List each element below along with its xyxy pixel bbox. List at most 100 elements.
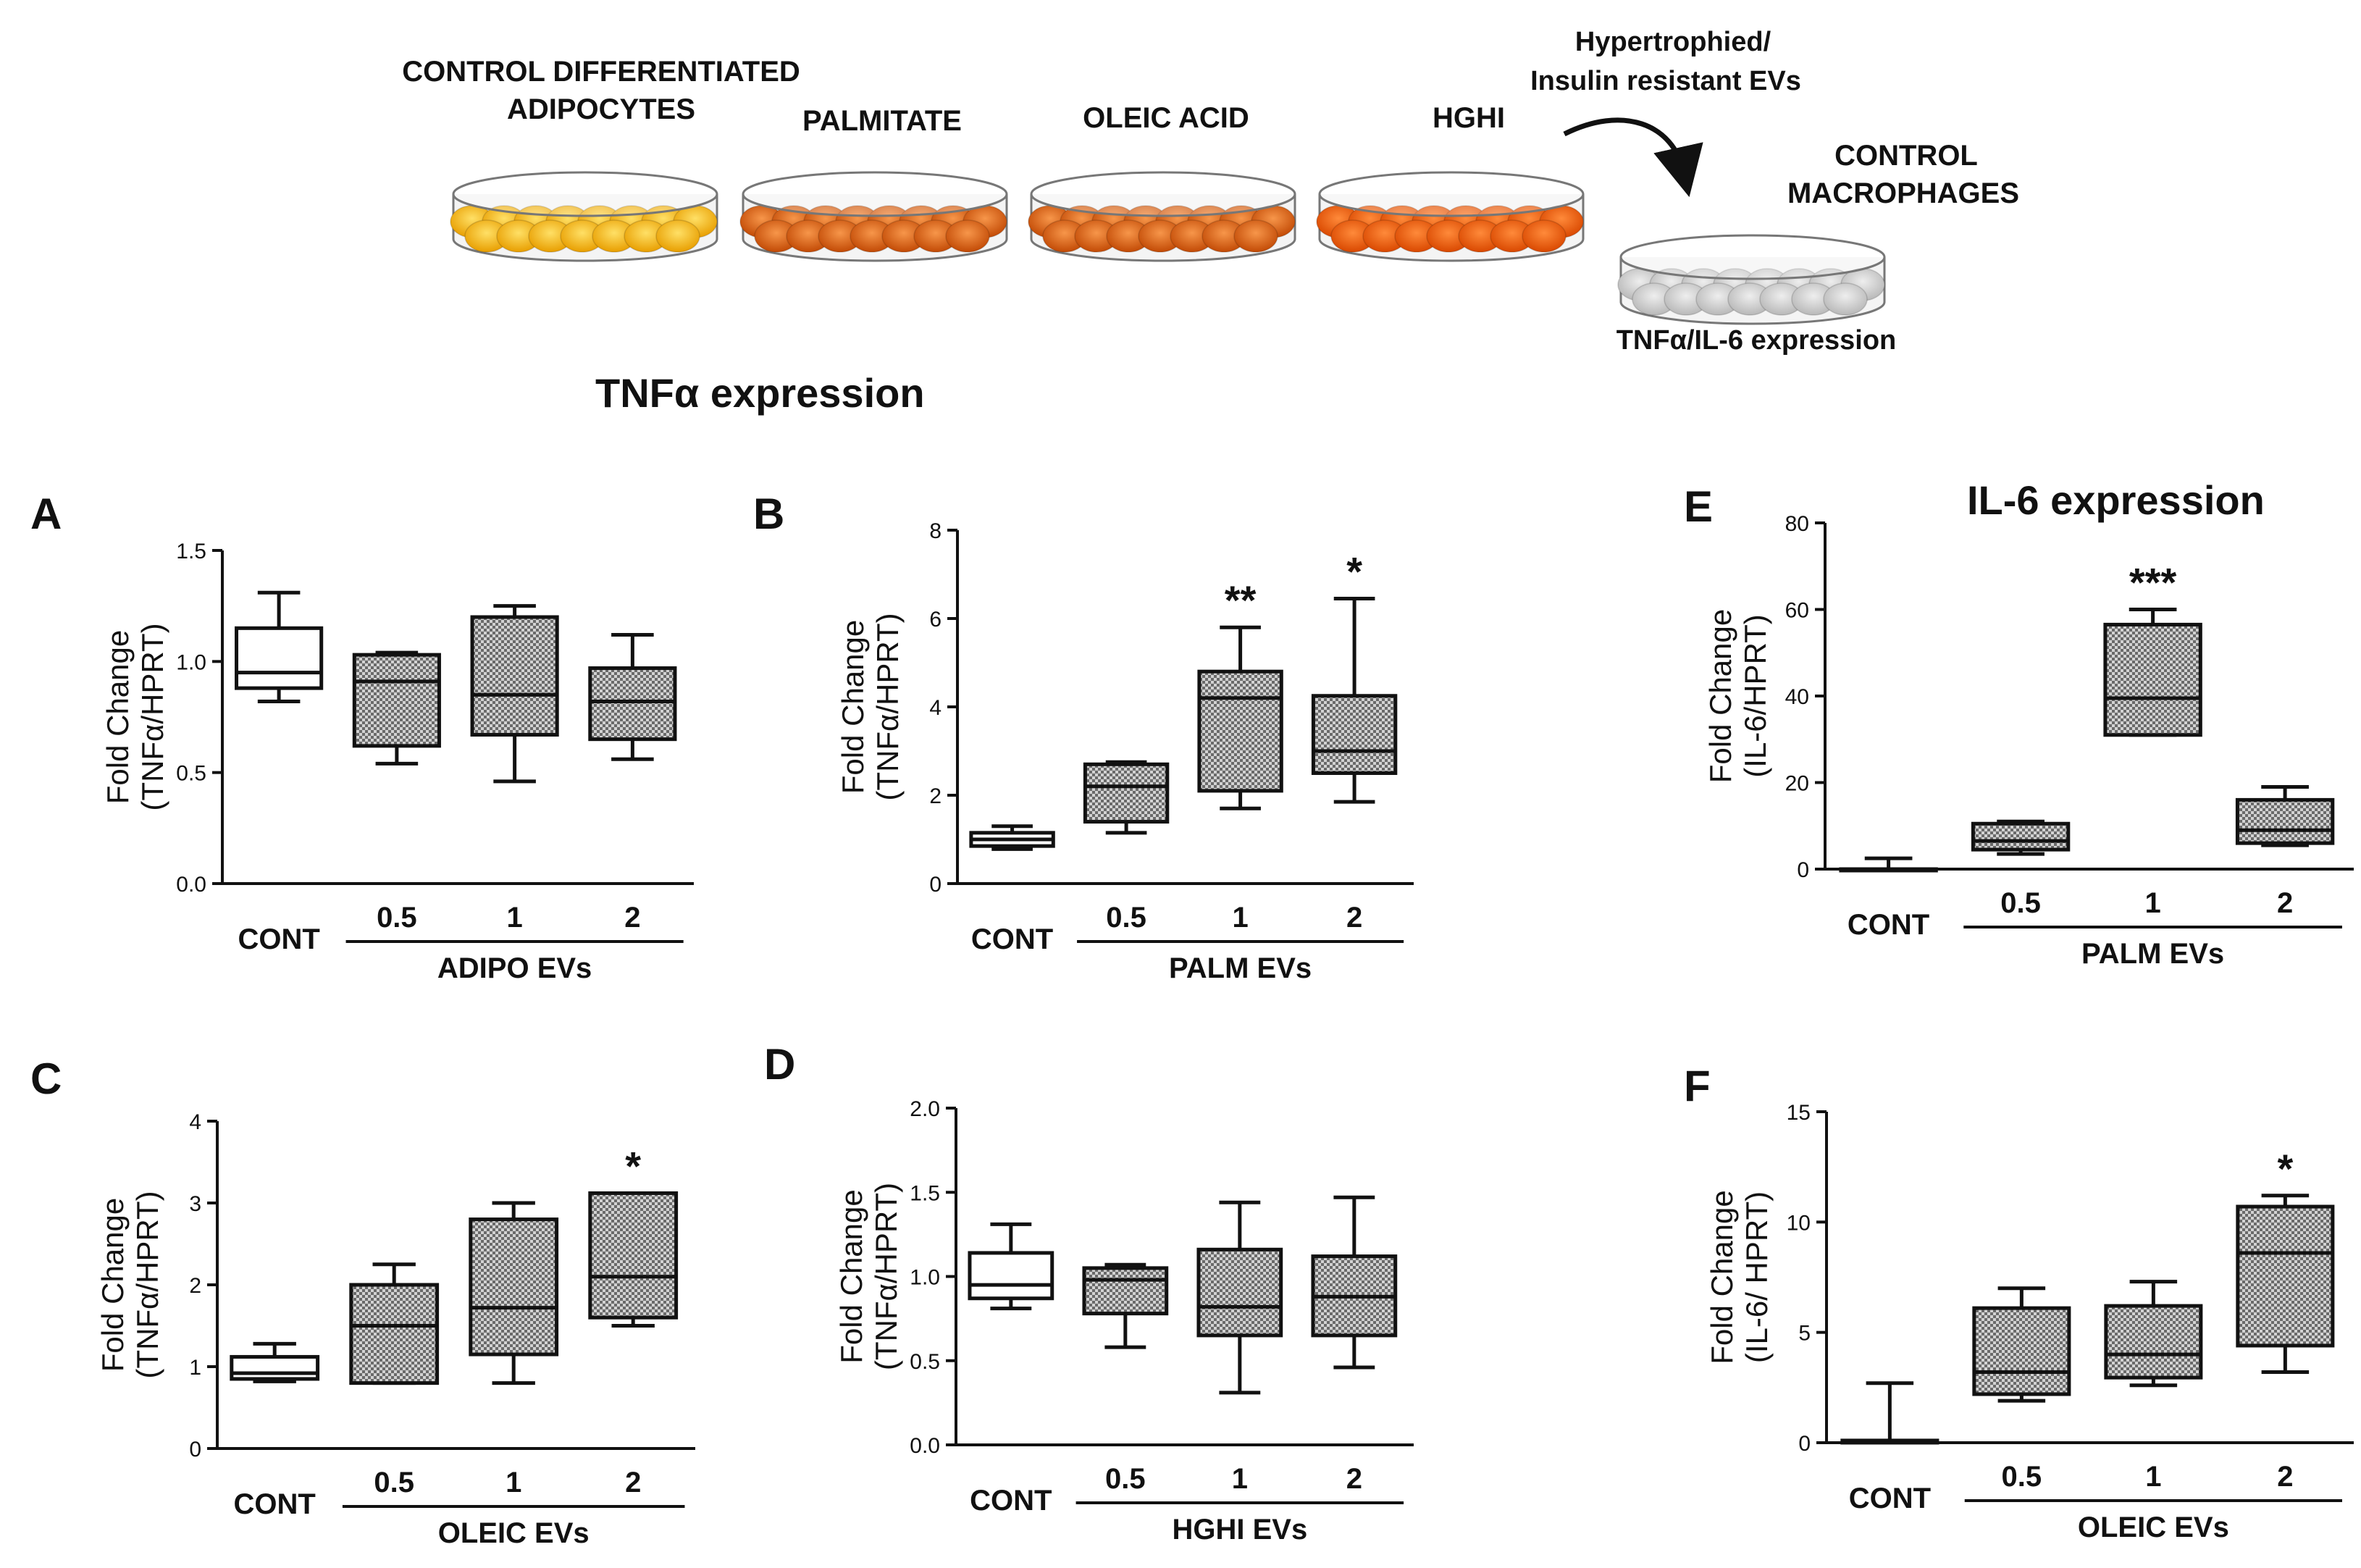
box-a-0.5 bbox=[352, 650, 441, 766]
panel-c: C 0 1 2 3 4 Fold Change (TNFα/HPRT) CONT 0.5 1 2 OLE… bbox=[30, 1055, 695, 1549]
y-tick-label: 0.5 bbox=[910, 1350, 940, 1374]
iqr-box bbox=[1196, 1247, 1283, 1338]
y-tick-label: 1.5 bbox=[910, 1181, 940, 1205]
panel-letter: F bbox=[1684, 1062, 1711, 1110]
panel-letter: E bbox=[1684, 482, 1713, 531]
box-e-cont bbox=[1839, 856, 1938, 873]
y-axis-label-line2: (IL-6/ HPRT) bbox=[1740, 1191, 1774, 1363]
oleic-acid-dish bbox=[1028, 171, 1296, 262]
y-tick-label: 15 bbox=[1787, 1101, 1811, 1125]
y-axis-label-line2: (TNFα/HPRT) bbox=[130, 1191, 164, 1378]
tnf-section-title: TNFα expression bbox=[595, 370, 925, 416]
y-tick-label: 3 bbox=[189, 1192, 201, 1216]
panel-letter: C bbox=[30, 1055, 62, 1103]
evs-label-line2: Insulin resistant EVs bbox=[1530, 66, 1801, 96]
category-label: 2 bbox=[624, 902, 640, 934]
y-axis-label-line1: Fold Change bbox=[1705, 1190, 1739, 1364]
box-c-1 bbox=[469, 1201, 559, 1385]
iqr-box bbox=[968, 1251, 1054, 1301]
oleic-label: OLEIC ACID bbox=[1083, 102, 1249, 134]
adipocytes-label-line1: CONTROL DIFFERENTIATED bbox=[402, 56, 800, 88]
panel-e: E 0 20 40 60 80 Fold Change (IL-6/HPRT) CONT 0.5 1… bbox=[1684, 482, 2354, 970]
y-tick-label: 0 bbox=[1797, 858, 1809, 882]
group-label: PALM EVs bbox=[1169, 952, 1312, 984]
y-tick-label: 60 bbox=[1785, 599, 1809, 623]
box-c-cont bbox=[230, 1341, 320, 1383]
y-axis-label-line1: Fold Change bbox=[101, 630, 135, 805]
y-tick-label: 2 bbox=[929, 784, 942, 808]
category-label: 2 bbox=[2277, 1461, 2293, 1493]
iqr-box bbox=[1082, 1266, 1169, 1316]
hghi-label: HGHI bbox=[1433, 102, 1505, 134]
category-label: CONT bbox=[970, 1485, 1052, 1517]
box-f-cont bbox=[1840, 1381, 1939, 1445]
group-label: ADIPO EVs bbox=[437, 952, 592, 984]
y-axis-label-line2: (TNFα/HPRT) bbox=[871, 613, 905, 800]
y-axis-label-line2: (TNFα/HPRT) bbox=[869, 1183, 903, 1370]
y-tick-label: 0.5 bbox=[176, 762, 206, 786]
significance-marker: ** bbox=[1225, 577, 1257, 623]
y-tick-label: 1.0 bbox=[176, 650, 206, 674]
category-label: 1 bbox=[506, 1467, 521, 1498]
panel-letter: B bbox=[753, 490, 784, 538]
group-label: PALM EVs bbox=[2081, 938, 2224, 970]
category-label: 2 bbox=[625, 1467, 641, 1498]
box-e-0.5 bbox=[1971, 819, 2071, 856]
category-label: CONT bbox=[1849, 1483, 1931, 1514]
box-e-2 bbox=[2235, 784, 2335, 847]
iqr-box bbox=[2235, 797, 2335, 845]
box-d-2 bbox=[1311, 1195, 1398, 1370]
y-tick-label: 1 bbox=[189, 1356, 201, 1380]
iqr-box bbox=[2103, 622, 2202, 737]
panel-b: B 0 2 4 6 8 Fold Change (TNFα/HPRT) CONT 0.5 1 2 PAL… bbox=[753, 490, 1414, 984]
category-label: 0.5 bbox=[374, 1467, 414, 1498]
y-tick-label: 0.0 bbox=[910, 1434, 940, 1458]
y-tick-label: 0 bbox=[929, 873, 942, 897]
hghi-dish bbox=[1316, 171, 1585, 262]
y-axis-label-line1: Fold Change bbox=[836, 620, 870, 795]
box-d-cont bbox=[968, 1222, 1054, 1311]
box-c-0.5 bbox=[349, 1262, 440, 1385]
iqr-box bbox=[1972, 1306, 2071, 1396]
category-label: 0.5 bbox=[2002, 1461, 2042, 1493]
panel-letter: D bbox=[764, 1040, 795, 1089]
iqr-box bbox=[1311, 694, 1398, 775]
category-label: 0.5 bbox=[1106, 902, 1146, 934]
y-tick-label: 6 bbox=[929, 608, 942, 632]
box-d-0.5 bbox=[1082, 1262, 1169, 1349]
control-adipocyte-dish bbox=[450, 171, 718, 262]
box-d-1 bbox=[1196, 1200, 1283, 1395]
iqr-box bbox=[1197, 669, 1283, 793]
iqr-box bbox=[230, 1354, 320, 1381]
y-axis-label-line1: Fold Change bbox=[96, 1198, 130, 1372]
category-label: CONT bbox=[971, 923, 1053, 955]
y-tick-label: 1.5 bbox=[176, 540, 206, 563]
iqr-box bbox=[470, 615, 559, 737]
group-label: OLEIC EVs bbox=[438, 1517, 590, 1549]
y-axis-label-line2: (IL-6/HPRT) bbox=[1738, 614, 1772, 778]
y-axis-label-line1: Fold Change bbox=[834, 1189, 868, 1364]
box-b-cont bbox=[969, 824, 1055, 851]
category-label: CONT bbox=[1848, 909, 1929, 941]
y-tick-label: 0 bbox=[1798, 1432, 1811, 1456]
panel-d: D 0.0 0.5 1.0 1.5 2.0 Fold Change (TNFα/HPRT) CO… bbox=[764, 1040, 1414, 1546]
box-a-2 bbox=[588, 633, 677, 761]
y-tick-label: 80 bbox=[1785, 512, 1809, 536]
iqr-box bbox=[1083, 762, 1170, 824]
il6-section-title: IL-6 expression bbox=[1967, 477, 2265, 523]
y-axis-label-line1: Fold Change bbox=[1703, 609, 1737, 784]
readout-label: TNFα/IL-6 expression bbox=[1616, 325, 1897, 356]
y-tick-label: 40 bbox=[1785, 685, 1809, 709]
iqr-box bbox=[1971, 821, 2071, 852]
box-f-1 bbox=[2104, 1280, 2203, 1388]
group-label: OLEIC EVs bbox=[2078, 1512, 2229, 1543]
panel-letter: A bbox=[30, 490, 62, 538]
curved-arrow-icon bbox=[1563, 117, 1703, 198]
significance-marker: * bbox=[1346, 549, 1362, 595]
category-label: CONT bbox=[238, 923, 319, 955]
significance-marker: * bbox=[2277, 1146, 2293, 1191]
box-a-1 bbox=[470, 604, 559, 784]
y-tick-label: 5 bbox=[1798, 1322, 1811, 1346]
panel-f: F 0 5 10 15 Fold Change (IL-6/ HPRT) CONT 0.5 1 2 O… bbox=[1684, 1062, 2354, 1543]
iqr-box bbox=[349, 1283, 440, 1385]
